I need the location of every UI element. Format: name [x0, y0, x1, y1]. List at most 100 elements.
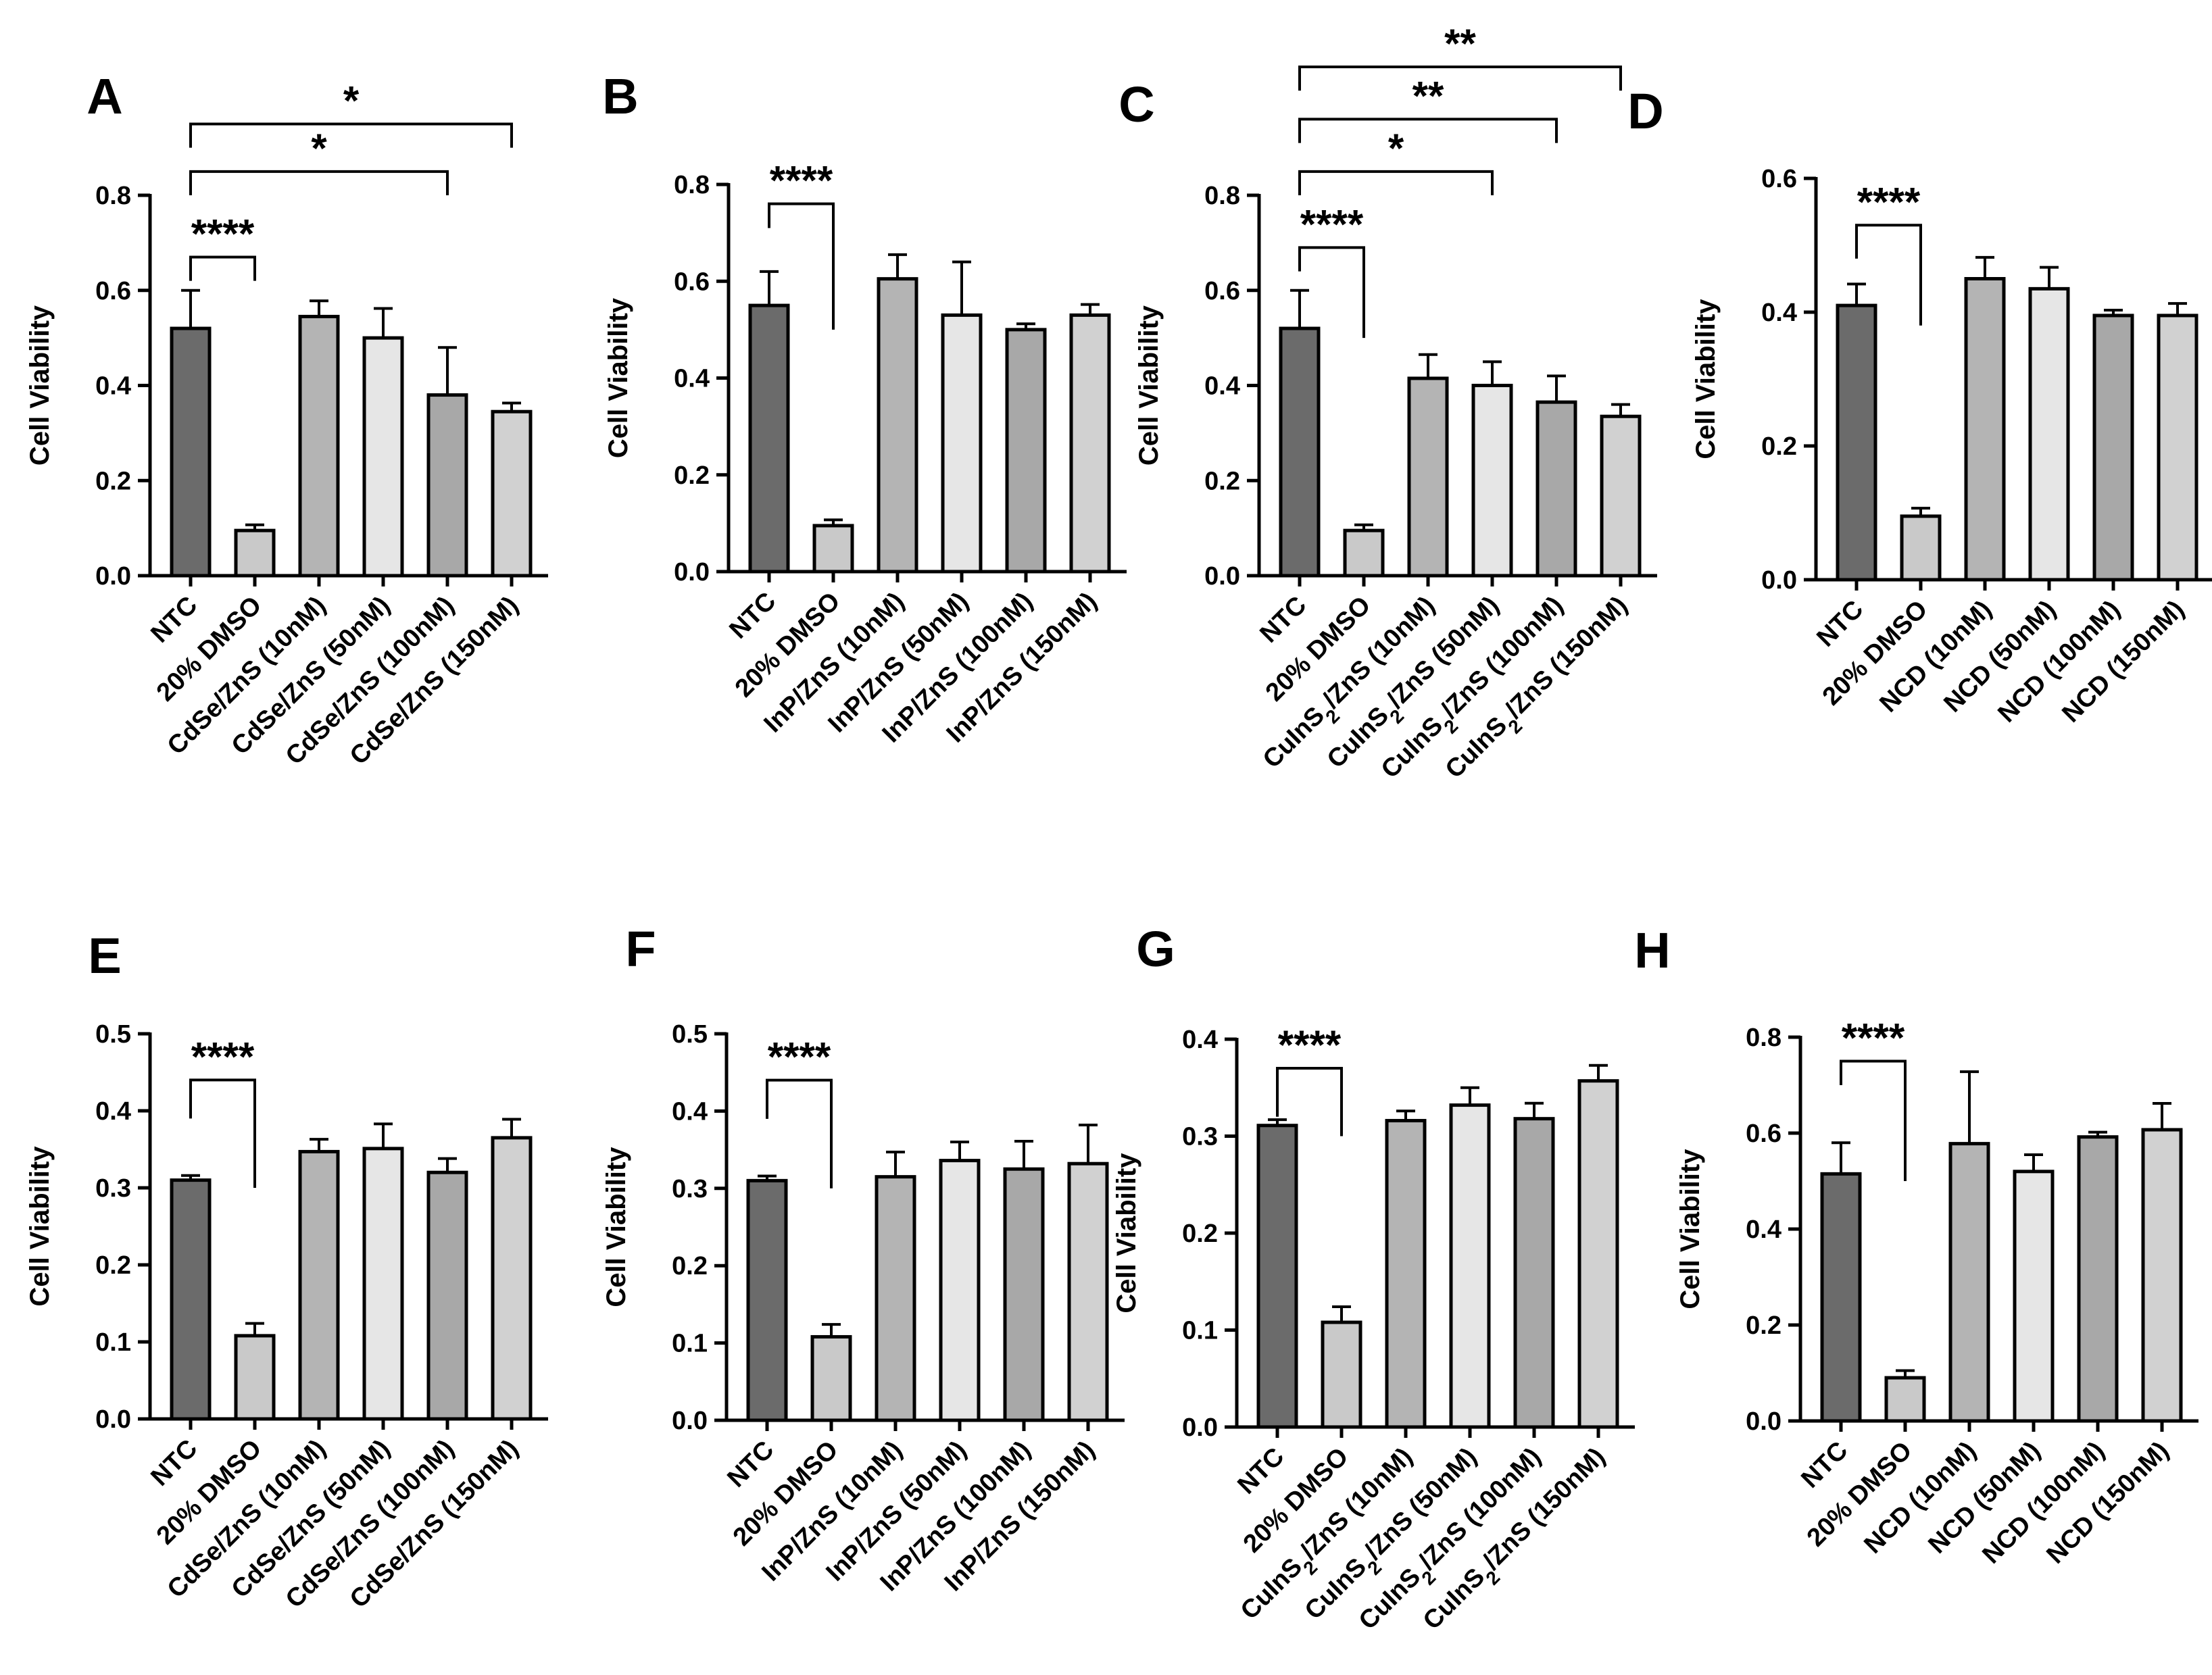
category-label: NTC: [1811, 595, 1869, 653]
bar: [1449, 1103, 1491, 1429]
bar: [170, 326, 212, 578]
bar: [1069, 313, 1111, 574]
bar: [1003, 1167, 1045, 1422]
bar: [1535, 400, 1577, 578]
category-label: NTC: [724, 587, 781, 645]
bar: [234, 1334, 276, 1421]
bar: [426, 393, 468, 578]
category-label: NTC: [1232, 1443, 1289, 1500]
bar: [170, 1178, 212, 1421]
y-tick-label: 0.3: [95, 1174, 131, 1203]
significance-label: ****: [1857, 179, 1921, 224]
panel-letter: H: [1634, 922, 1670, 978]
bar: [748, 303, 790, 574]
significance-bracket: [1298, 170, 1494, 195]
bar: [1577, 1079, 1619, 1429]
category-label: NTC: [722, 1436, 779, 1493]
y-tick-label: 0.2: [1746, 1311, 1781, 1340]
y-tick-label: 0.5: [672, 1020, 708, 1049]
bar: [941, 313, 983, 574]
y-tick-label: 0.3: [1182, 1123, 1218, 1151]
y-tick-label: 0.1: [672, 1330, 708, 1358]
panel-letter: A: [87, 68, 122, 124]
category-label: NTC: [1254, 591, 1312, 649]
bar: [810, 1334, 852, 1422]
y-tick-label: 0.0: [1746, 1407, 1781, 1436]
bar: [298, 1149, 340, 1421]
y-tick-label: 0.8: [1204, 182, 1240, 210]
significance-bracket: [766, 1078, 833, 1189]
bar: [1884, 1376, 1926, 1423]
significance-label: ****: [191, 211, 255, 256]
significance-bracket: [189, 255, 256, 281]
y-tick-label: 0.4: [95, 1097, 131, 1126]
y-tick-label: 0.0: [95, 562, 131, 591]
y-tick-label: 0.8: [1746, 1024, 1781, 1052]
bar: [875, 1175, 916, 1422]
bar: [1279, 326, 1321, 578]
significance-bracket: [1855, 224, 1922, 326]
y-tick-label: 0.0: [1204, 562, 1240, 591]
y-tick-label: 0.2: [1761, 432, 1797, 461]
bar: [1900, 514, 1942, 582]
y-tick-label: 0.0: [1182, 1414, 1218, 1442]
y-tick-label: 0.4: [1761, 299, 1797, 327]
category-label: NCD (50nM): [1938, 595, 2061, 718]
significance-bracket: [189, 170, 449, 195]
category-label: NTC: [1796, 1436, 1853, 1494]
panel-letter: F: [625, 921, 656, 977]
bar: [746, 1178, 788, 1422]
bar: [1343, 528, 1385, 578]
y-tick-label: 0.2: [1182, 1220, 1218, 1248]
y-tick-label: 0.6: [1761, 165, 1797, 193]
bar: [1256, 1124, 1298, 1429]
y-tick-label: 0.2: [1204, 467, 1240, 495]
bar: [2077, 1135, 2119, 1423]
significance-bracket: [189, 122, 513, 148]
bar: [1836, 303, 1877, 582]
y-tick-label: 0.4: [1182, 1026, 1218, 1054]
significance-bracket: [1298, 118, 1558, 143]
panel-letter: C: [1119, 76, 1154, 132]
bar: [298, 314, 340, 578]
significance-label: ****: [1842, 1016, 1905, 1061]
bar: [2028, 286, 2070, 582]
y-tick-label: 0.0: [674, 558, 710, 586]
significance-bracket: [1840, 1059, 1907, 1181]
bar: [362, 1147, 404, 1421]
y-tick-label: 0.6: [1746, 1120, 1781, 1148]
bar: [2013, 1170, 2055, 1423]
significance-bracket: [768, 202, 835, 330]
bar: [1964, 277, 2006, 582]
significance-label: *: [311, 126, 327, 171]
y-tick-label: 0.4: [674, 365, 710, 393]
y-axis-label: Cell Viability: [25, 1146, 55, 1307]
significance-label: ****: [1300, 201, 1364, 247]
y-tick-label: 0.5: [95, 1020, 131, 1049]
y-tick-label: 0.2: [95, 1251, 131, 1280]
y-axis-label: Cell Viability: [601, 1147, 631, 1307]
bar: [812, 524, 854, 574]
category-label: NCD (10nM): [1859, 1436, 1982, 1559]
bar: [234, 528, 276, 578]
y-tick-label: 0.8: [95, 182, 131, 210]
significance-label: **: [1444, 21, 1476, 66]
bar: [1513, 1117, 1555, 1429]
bar: [1471, 384, 1513, 578]
y-tick-label: 0.2: [95, 467, 131, 495]
y-axis-label: Cell Viability: [1675, 1149, 1705, 1309]
y-tick-label: 0.4: [672, 1097, 708, 1126]
significance-bracket: [1276, 1067, 1343, 1136]
y-tick-label: 0.4: [1204, 372, 1240, 401]
significance-label: ****: [768, 1034, 831, 1080]
bar: [1600, 414, 1642, 578]
bar: [877, 277, 918, 574]
